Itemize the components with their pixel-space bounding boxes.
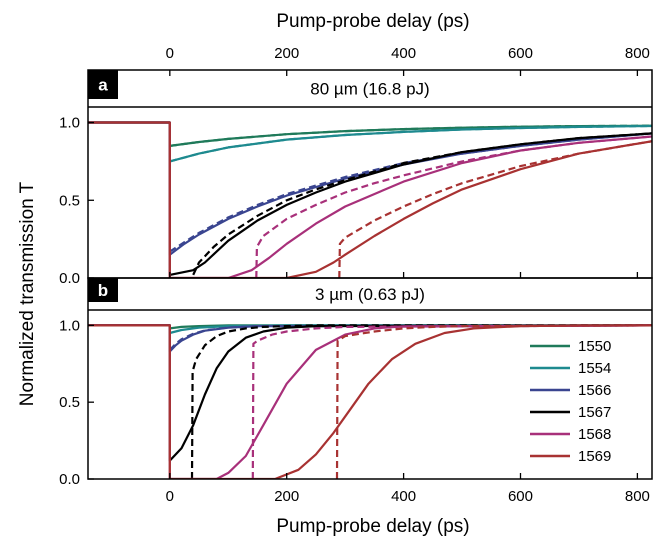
- legend-label: 1567: [578, 404, 611, 421]
- x-tick-label: 400: [391, 488, 416, 505]
- legend-label: 1566: [578, 382, 611, 399]
- y-tick-label: 0.5: [59, 192, 80, 209]
- series-line-1568-fit: [255, 135, 652, 278]
- panel-title: 80 µm (16.8 pJ): [310, 80, 429, 99]
- series-line-1568-fit: [251, 324, 652, 479]
- series-line-1569: [88, 121, 652, 278]
- panel-letter-badge: [88, 278, 118, 302]
- series-group: [88, 324, 652, 479]
- series-line-1554-fit: [169, 124, 652, 163]
- chart-panels: a 80 µm (16.8 pJ) 0 200 400 600 800 0.0 0.5 1.0 b 3…: [59, 45, 653, 505]
- panel-letter: b: [98, 281, 108, 300]
- y-tick-label: 1.0: [59, 115, 80, 132]
- panel-letter-badge: [88, 70, 118, 99]
- legend-label: 1569: [578, 448, 611, 465]
- series-line-1569: [88, 324, 652, 479]
- series-line-1568: [88, 121, 652, 278]
- panel-title: 3 µm (0.63 pJ): [315, 285, 425, 304]
- x-tick-label: 0: [166, 488, 174, 505]
- panel-b: b 3 µm (0.63 pJ) 0 200 400 600 800 0.0 0.5 1.0 155…: [59, 277, 653, 505]
- x-tick-label: 200: [274, 488, 299, 505]
- series-line-1566-fit: [169, 132, 652, 253]
- series-line-1569-fit: [338, 140, 652, 278]
- legend: 1550 1554 1566 1567 1568 1569: [530, 338, 611, 465]
- top-x-tick-label: 200: [274, 45, 299, 62]
- panel-a: a 80 µm (16.8 pJ) 0 200 400 600 800 0.0 0.5 1.0: [59, 45, 653, 287]
- legend-label: 1554: [578, 360, 611, 377]
- series-line-1566: [88, 121, 652, 256]
- series-line-1567-fit: [192, 132, 652, 276]
- y-tick-label: 0.5: [59, 394, 80, 411]
- x-tick-label: 800: [625, 488, 650, 505]
- y-tick-label: 0.0: [59, 270, 80, 287]
- panel-letter: a: [98, 76, 108, 95]
- series-line-1566-fit: [169, 324, 652, 351]
- series-line-1567-fit: [190, 324, 652, 479]
- top-x-tick-label: 400: [391, 45, 416, 62]
- top-x-axis-label: Pump-probe delay (ps): [276, 11, 469, 32]
- panel-frame: [87, 277, 653, 480]
- series-line-1569-fit: [335, 324, 652, 479]
- top-x-tick-label: 800: [625, 45, 650, 62]
- x-tick-label: 600: [508, 488, 533, 505]
- series-line-1568: [88, 324, 652, 479]
- top-x-tick-label: 0: [166, 45, 174, 62]
- y-axis-label: Normalized transmission T: [17, 181, 38, 406]
- y-tick-label: 0.0: [59, 471, 80, 488]
- y-tick-label: 1.0: [59, 317, 80, 334]
- legend-label: 1568: [578, 426, 611, 443]
- series-group: [88, 121, 652, 278]
- top-x-tick-label: 600: [508, 45, 533, 62]
- bottom-x-axis-label: Pump-probe delay (ps): [276, 516, 469, 537]
- legend-label: 1550: [578, 338, 611, 355]
